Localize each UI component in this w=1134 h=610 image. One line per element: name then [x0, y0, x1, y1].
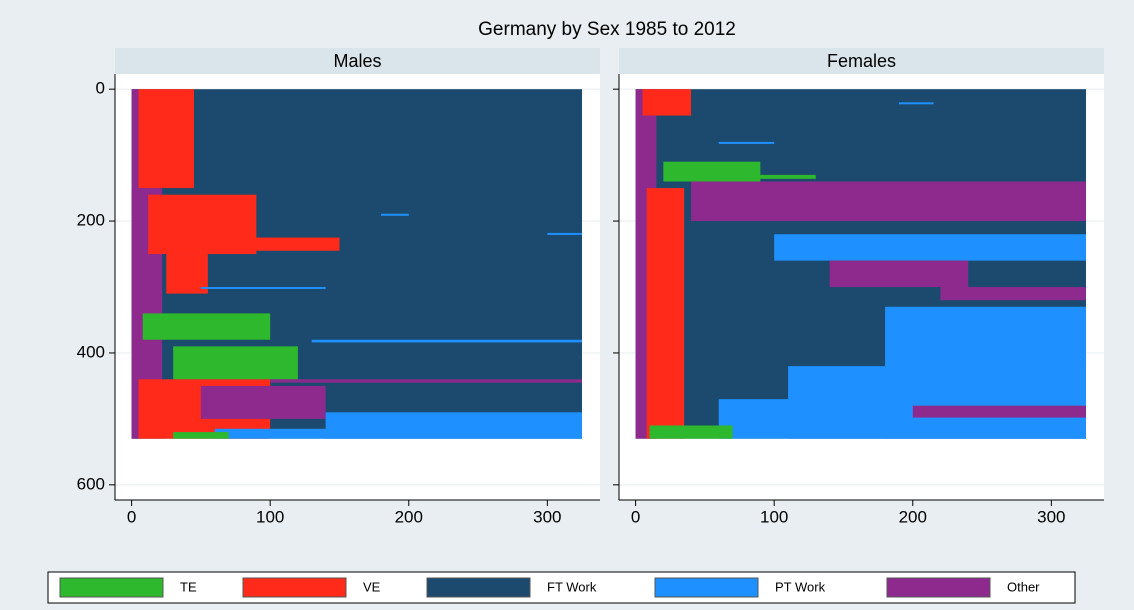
sequence-segment [646, 188, 685, 439]
panel-title: Females [827, 51, 896, 71]
sequence-segment [547, 232, 582, 235]
sequence-segment [691, 181, 1086, 222]
panel-header [115, 48, 600, 74]
sequence-segment [270, 379, 582, 383]
x-tick-label: 100 [256, 507, 284, 526]
sequence-segment [649, 425, 733, 439]
legend-label: FT Work [547, 579, 597, 594]
x-tick-label: 200 [395, 507, 423, 526]
sequence-segment [718, 174, 816, 179]
panel-title: Males [333, 51, 381, 71]
sequence-segment [940, 287, 1086, 301]
legend-swatch [654, 577, 759, 598]
x-tick-label: 100 [760, 507, 788, 526]
sequence-segment [774, 234, 1086, 261]
sequence-segment [898, 102, 934, 105]
legend-swatch [886, 577, 991, 598]
chart-title: Germany by Sex 1985 to 2012 [478, 19, 736, 40]
sequence-segment [718, 399, 1086, 439]
x-tick-label: 0 [631, 507, 640, 526]
y-tick-label: 200 [77, 211, 105, 230]
sequence-segment [166, 254, 208, 294]
legend-swatch [59, 577, 164, 598]
y-tick-label: 400 [77, 342, 105, 361]
sequence-segment [829, 260, 969, 287]
legend-label: PT Work [775, 579, 826, 594]
panel-header [619, 48, 1104, 74]
x-tick-label: 200 [899, 507, 927, 526]
sequence-segment [173, 346, 298, 380]
x-tick-label: 0 [127, 507, 136, 526]
legend-swatch [242, 577, 347, 598]
legend-label: Other [1007, 579, 1040, 594]
sequence-segment [159, 237, 340, 251]
sequence-segment [214, 428, 582, 439]
sequence-segment [381, 213, 409, 216]
sequence-segment [311, 339, 582, 343]
sequence-segment [642, 89, 692, 116]
sequence-segment [718, 141, 775, 144]
sequence-segment [173, 432, 229, 439]
y-tick-label: 0 [96, 79, 105, 98]
sequence-segment [200, 287, 326, 289]
x-tick-label: 300 [1037, 507, 1065, 526]
x-tick-label: 300 [533, 507, 561, 526]
sequence-segment [142, 313, 271, 340]
sequence-segment [138, 89, 194, 189]
sequence-segment [912, 405, 1086, 418]
legend-label: TE [180, 579, 197, 594]
legend-swatch [426, 577, 531, 598]
sequence-segment [200, 385, 326, 419]
legend-label: VE [363, 579, 381, 594]
y-tick-label: 600 [77, 474, 105, 493]
